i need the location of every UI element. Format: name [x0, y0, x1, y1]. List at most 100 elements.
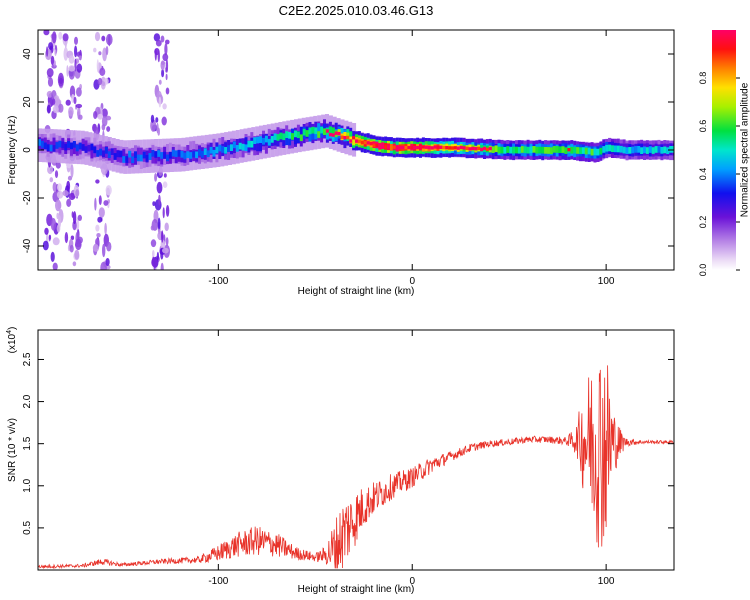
heatmap-ridge-cell [520, 146, 524, 153]
heatmap-ridge-cell [416, 145, 420, 150]
heatmap-noise-cell [67, 175, 73, 181]
heatmap-ridge-cell [328, 126, 332, 134]
heatmap-ridge-cell [203, 148, 207, 155]
heatmap-ridge-cell [535, 146, 539, 154]
heatmap-noise-cell [65, 99, 71, 106]
heatmap-noise-cell [151, 257, 158, 268]
heatmap-noise-cell [102, 243, 106, 258]
heatmap-ridge-cell [366, 141, 370, 145]
heatmap-ridge-cell [381, 144, 385, 148]
heatmap-noise-cell [158, 96, 162, 108]
heatmap-ridge-cell [119, 150, 123, 158]
heatmap-ridge-cell [331, 133, 335, 137]
heatmap-ridge-cell [285, 133, 289, 146]
heatmap-noise-cell [78, 55, 82, 61]
y-tick-label: 2.5 [22, 352, 33, 366]
spectrogram-x-ticks: -100 0 100 [208, 30, 615, 287]
heatmap-ridge-cell [613, 145, 617, 153]
heatmap-ridge-cell [244, 144, 248, 152]
heatmap-noise-cell [150, 225, 155, 231]
heatmap-noise-cell [51, 31, 57, 44]
heatmap-ridge-cell [320, 126, 324, 134]
heatmap-ridge-cell [468, 147, 472, 151]
heatmap-ridge-cell [212, 149, 216, 157]
heatmap-ridge-cell [410, 145, 414, 150]
heatmap-ridge-cell [90, 146, 94, 159]
heatmap-noise-cell [66, 65, 69, 77]
heatmap-noise-cell [164, 43, 168, 56]
heatmap-noise-cell [74, 36, 78, 45]
heatmap-ridge-cell [235, 145, 239, 152]
x-tick-label: 0 [409, 576, 415, 587]
heatmap-noise-cell [54, 49, 57, 56]
heatmap-noise-cell [104, 77, 109, 85]
heatmap-ridge-cell [183, 152, 187, 160]
heatmap-ridge-cell [584, 147, 588, 155]
snr-x-ticks: -100 0 100 [208, 330, 615, 587]
heatmap-noise-cell [46, 104, 51, 114]
heatmap-ridge-cell [576, 147, 580, 154]
heatmap-ridge-cell [352, 136, 356, 140]
colorbar-label: Normalized spectral amplitude [740, 82, 750, 217]
heatmap-ridge-cell [70, 143, 73, 156]
heatmap-noise-cell [69, 244, 74, 253]
heatmap-noise-cell [97, 113, 104, 120]
snr-y-multiplier-base: (x10 [7, 333, 18, 353]
heatmap-ridge-cell [573, 146, 577, 154]
heatmap-ridge-cell [311, 127, 315, 140]
heatmap-noise-cell [47, 77, 54, 87]
heatmap-noise-cell [165, 205, 170, 217]
colorbar: 0.0 0.2 0.4 0.6 0.8 Normalized spectral ampl… [698, 30, 750, 276]
heatmap-ridge-cell [285, 131, 289, 138]
heatmap-ridge-cell [500, 146, 504, 154]
heatmap-noise-cell [157, 217, 161, 230]
heatmap-ridge-cell [462, 146, 466, 150]
heatmap-noise-cell [52, 237, 60, 246]
heatmap-noise-cell [55, 161, 61, 169]
heatmap-noise-cell [106, 241, 112, 252]
heatmap-ridge-cell [404, 145, 408, 150]
heatmap-noise-cell [162, 181, 168, 188]
heatmap-ridge-cell [485, 147, 489, 152]
snr-background [38, 330, 674, 570]
heatmap-ridge-cell [247, 140, 251, 148]
heatmap-ridge-cell [424, 145, 428, 149]
heatmap-ridge-cell [209, 146, 213, 154]
heatmap-ridge-cell [480, 147, 484, 152]
heatmap-noise-cell [50, 218, 57, 231]
heatmap-ridge-cell [407, 145, 411, 150]
heatmap-ridge-cell [459, 145, 463, 150]
heatmap-ridge-cell [84, 146, 88, 153]
x-tick-label: 100 [598, 276, 615, 287]
heatmap-noise-cell [76, 218, 80, 232]
heatmap-ridge-cell [401, 145, 405, 150]
y-tick-label: 1.5 [22, 436, 33, 450]
heatmap-ridge-cell [64, 143, 68, 151]
heatmap-noise-cell [157, 50, 160, 63]
heatmap-ridge-cell [541, 146, 545, 154]
heatmap-noise-cell [158, 79, 162, 85]
heatmap-ridge-cell [596, 148, 600, 156]
heatmap-noise-cell [74, 249, 80, 260]
heatmap-noise-cell [72, 220, 77, 231]
heatmap-noise-cell [50, 55, 55, 66]
heatmap-noise-cell [52, 105, 59, 114]
heatmap-ridge-cell [308, 127, 312, 135]
heatmap-ridge-cell [645, 147, 649, 154]
heatmap-noise-cell [52, 182, 57, 192]
heatmap-noise-cell [42, 240, 49, 251]
spectrogram-x-label: Height of straight line (km) [298, 286, 415, 297]
heatmap-noise-cell [101, 108, 108, 118]
snr-panel: -100 0 100 0.5 1.0 1.5 2.0 2.5 Height of strai… [6, 327, 675, 595]
x-tick-label: -100 [208, 276, 228, 287]
heatmap-ridge-cell [259, 139, 262, 152]
heatmap-ridge-cell [439, 145, 443, 149]
heatmap-noise-cell [49, 177, 54, 183]
heatmap-ridge-cell [666, 147, 670, 154]
snr-y-multiplier-close: ) [7, 327, 18, 330]
heatmap-ridge-cell [427, 146, 431, 150]
heatmap-noise-cell [165, 237, 169, 246]
heatmap-ridge-cell [102, 150, 105, 158]
heatmap-ridge-cell [174, 151, 178, 164]
heatmap-ridge-cell [177, 150, 181, 157]
